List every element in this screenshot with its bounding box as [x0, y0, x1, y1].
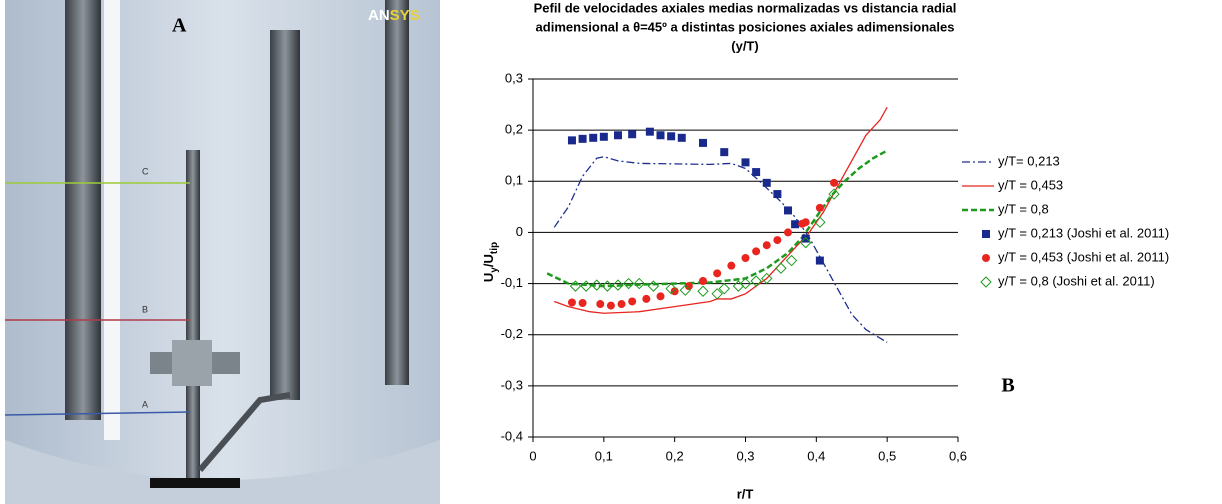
data-point: [713, 269, 721, 277]
logo: ANSYS: [368, 7, 420, 24]
x-tick-label: 0,4: [807, 448, 825, 463]
data-point: [816, 204, 824, 212]
data-point: [589, 134, 597, 142]
data-point: [773, 190, 781, 198]
legend-marker: [981, 277, 991, 287]
data-point: [763, 179, 771, 187]
legend-label: y/T = 0,8 (Joshi et al. 2011): [998, 273, 1155, 288]
x-tick-label: 0,6: [949, 448, 967, 463]
data-point: [787, 256, 797, 266]
legend-label: y/T = 0,453: [998, 177, 1063, 192]
y-tick-label: 0,2: [505, 122, 523, 137]
data-point: [830, 179, 838, 187]
y-tick-label: 0,1: [505, 173, 523, 188]
legend-label: y/T = 0,453 (Joshi et al. 2011): [998, 249, 1169, 264]
plane-label: B: [142, 304, 148, 314]
data-point: [579, 135, 587, 143]
data-point: [642, 295, 650, 303]
y-tick-label: 0: [516, 224, 523, 239]
panel-label: B: [1001, 375, 1014, 397]
data-point: [678, 134, 686, 142]
baffle: [385, 0, 409, 385]
logo-part: AN: [368, 7, 390, 24]
data-line: [547, 151, 887, 287]
data-point: [657, 292, 665, 300]
data-point: [773, 236, 781, 244]
data-point: [667, 132, 675, 140]
data-point: [751, 276, 761, 286]
y-label-part: /U: [481, 254, 496, 267]
y-tick-label: 0,3: [505, 70, 523, 85]
x-tick-label: 0,3: [736, 448, 754, 463]
x-tick-label: 0,1: [595, 448, 613, 463]
data-point: [699, 139, 707, 147]
data-point: [763, 241, 771, 249]
figure: C B A A ANSYS Pefil de velocidades axial…: [0, 0, 1222, 504]
chart-title: (y/T): [731, 38, 758, 53]
data-point: [727, 262, 735, 270]
data-point: [581, 281, 591, 291]
data-point: [752, 168, 760, 176]
legend-marker: [982, 254, 990, 262]
data-point: [568, 298, 576, 306]
chart-title: Pefil de velocidades axiales medias norm…: [534, 0, 957, 15]
data-point: [579, 299, 587, 307]
baffle: [270, 30, 300, 400]
y-label-part: U: [481, 273, 496, 282]
logo-part: SYS: [390, 7, 420, 24]
chart-title: adimensional a θ=45º a distintas posicio…: [536, 19, 955, 34]
baffle-edge: [104, 0, 120, 440]
data-point: [802, 235, 810, 243]
data-point: [698, 286, 708, 296]
data-point: [607, 302, 615, 310]
legend-label: y/T= 0,213: [998, 153, 1060, 168]
data-point: [776, 263, 786, 273]
data-point: [568, 136, 576, 144]
data-point: [791, 220, 799, 228]
data-point: [618, 300, 626, 308]
data-point: [657, 131, 665, 139]
data-point: [742, 158, 750, 166]
plane-label: C: [142, 166, 149, 176]
data-point: [742, 254, 750, 262]
y-tick-label: -0,4: [501, 428, 523, 443]
plane-label: A: [142, 399, 148, 409]
x-tick-label: 0,5: [878, 448, 896, 463]
x-axis-label: r/T: [737, 486, 754, 501]
y-tick-label: -0,1: [501, 275, 523, 290]
legend-marker: [982, 230, 990, 238]
y-axis-label: Uy/Utip: [481, 242, 499, 282]
data-point: [816, 257, 824, 265]
impeller-hub: [172, 340, 212, 386]
y-label-part: tip: [489, 242, 500, 254]
shaft: [186, 150, 200, 480]
base: [150, 478, 240, 488]
data-point: [648, 281, 658, 291]
data-point: [802, 218, 810, 226]
data-point: [596, 300, 604, 308]
x-tick-label: 0,2: [666, 448, 684, 463]
data-point: [699, 277, 707, 285]
data-point: [614, 131, 622, 139]
x-tick-label: 0: [529, 448, 536, 463]
data-point: [646, 128, 654, 136]
y-tick-label: -0,2: [501, 326, 523, 341]
legend-label: y/T = 0,8: [998, 201, 1049, 216]
baffle: [65, 0, 101, 420]
data-point: [671, 287, 679, 295]
data-point: [784, 228, 792, 236]
data-point: [628, 130, 636, 138]
data-point: [752, 247, 760, 255]
data-point: [720, 148, 728, 156]
data-point: [628, 297, 636, 305]
y-tick-label: -0,3: [501, 377, 523, 392]
data-point: [784, 206, 792, 214]
data-point: [600, 133, 608, 141]
tank-render: C B A A ANSYS: [5, 0, 440, 504]
legend-label: y/T = 0,213 (Joshi et al. 2011): [998, 225, 1169, 240]
panel-label: A: [172, 15, 187, 37]
